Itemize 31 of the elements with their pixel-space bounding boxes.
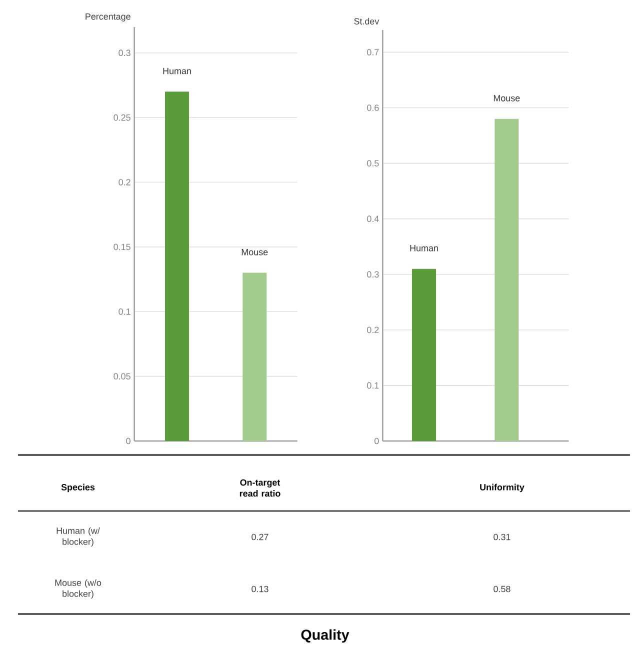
text: 0.27: [252, 534, 268, 540]
y-tick-label: 0.1: [367, 382, 379, 389]
text: 0.13: [252, 586, 268, 592]
text: Human (w/ blocker): [56, 527, 100, 547]
y-tick-label: 0.05: [114, 373, 130, 380]
y-axis-title: Percentage: [86, 13, 130, 22]
text: 0.31: [494, 534, 510, 540]
text: Species: [61, 484, 95, 492]
y-axis-title: St.dev: [354, 18, 380, 24]
x-tick-label: Mouse: [242, 249, 268, 256]
x-tick-label: Mouse: [494, 95, 520, 102]
y-tick-label: 0.3: [367, 271, 379, 278]
y-tick-label: 0.6: [367, 104, 379, 111]
x-axis-title: On-target read ratio: [240, 479, 280, 497]
x-axis-title: Uniformity: [480, 484, 524, 492]
y-tick-label: 0.3: [118, 50, 130, 56]
y-tick-label: 0.5: [367, 160, 379, 166]
x-tick-label: Human: [410, 245, 438, 252]
y-tick-label: 0.7: [367, 49, 379, 56]
y-tick-label: 0.25: [114, 114, 130, 121]
x-tick-label: Human: [163, 68, 191, 74]
text: Quality: [301, 629, 350, 643]
y-tick-label: 0.1: [118, 308, 130, 315]
y-tick-label: 0.15: [114, 244, 130, 250]
y-tick-label: 0: [374, 438, 379, 444]
y-tick-label: 0.2: [118, 179, 130, 186]
y-tick-label: 0.4: [367, 216, 379, 222]
y-tick-label: 0.2: [367, 326, 379, 334]
text: 0.58: [494, 586, 510, 592]
text: Mouse (w/o blocker): [55, 579, 102, 599]
y-tick-label: 0: [126, 438, 130, 444]
